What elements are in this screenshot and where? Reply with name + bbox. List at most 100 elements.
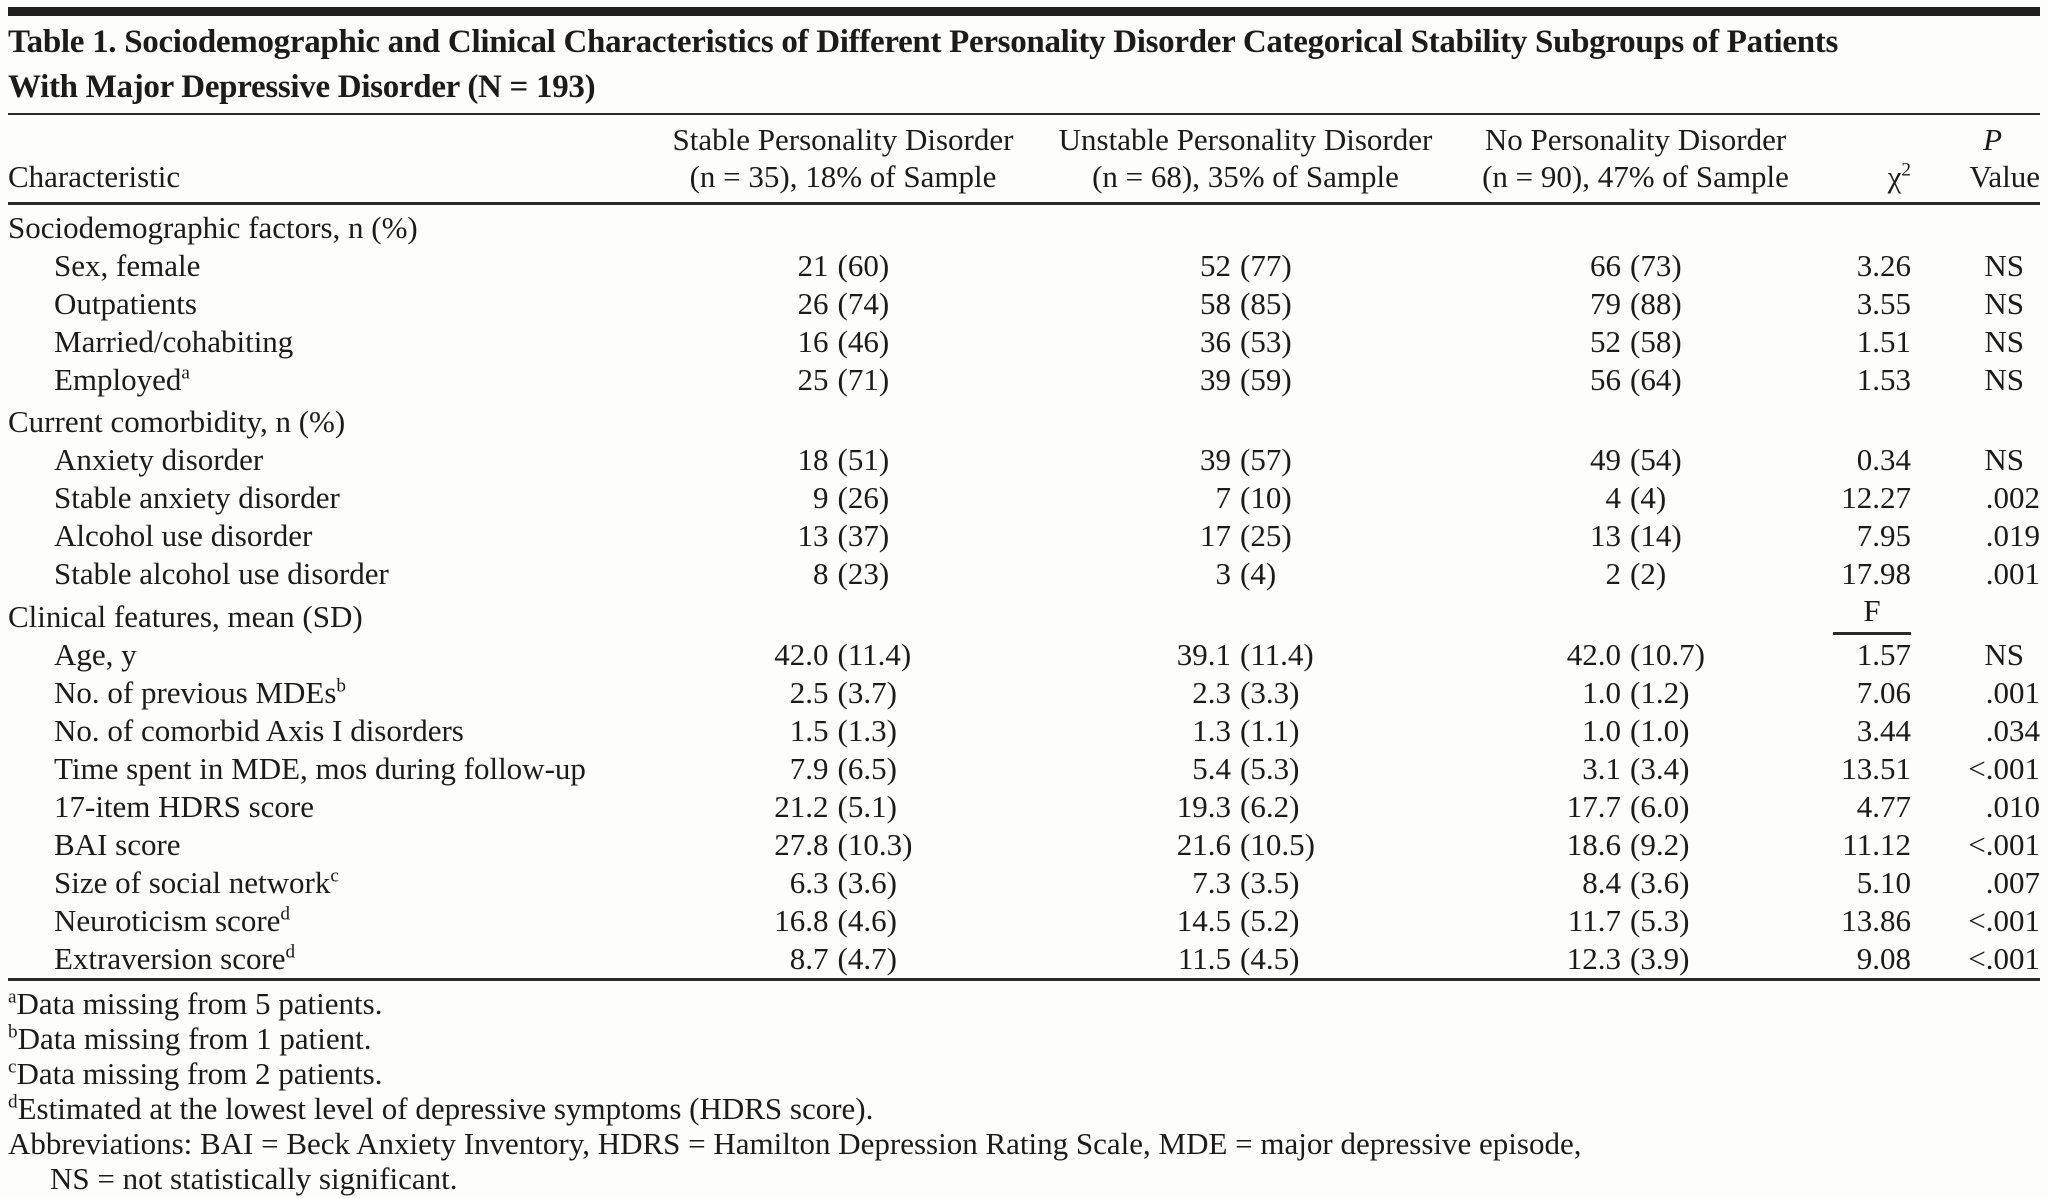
value-cell: 1.0 (1.0) — [1453, 712, 1818, 750]
column-header-characteristic: Characteristic — [8, 114, 648, 205]
value-percent: (10.7) — [1630, 637, 1705, 672]
empty-cell — [1038, 399, 1453, 441]
value-percent: (64) — [1630, 362, 1682, 397]
value-percent: (54) — [1630, 442, 1682, 477]
value-percent: (6.2) — [1240, 789, 1300, 824]
p-value-cell: NS — [1984, 442, 2024, 477]
value: 12.3 (3.9) — [1537, 941, 1734, 977]
value-number: 21.2 — [774, 789, 829, 824]
value-cell: 12.3 (3.9) — [1453, 940, 1818, 978]
stat-cell: 7.95 — [1856, 518, 1911, 553]
value-cell: 39.1 (11.4) — [1038, 636, 1453, 674]
value-cell: 17.7 (6.0) — [1453, 788, 1818, 826]
value-percent: (74) — [837, 286, 890, 321]
table-row: Extraversion scored 8.7 (4.7) 11.5 (4.5) 12.3… — [8, 940, 2040, 978]
table-header: Characteristic Stable Personality Disord… — [8, 114, 2040, 205]
abbreviations-line: Abbreviations: BAI = Beck Anxiety Invent… — [8, 1126, 2040, 1161]
value-cell: 66 (73) — [1453, 247, 1818, 285]
value-number: 27.8 — [774, 827, 829, 862]
stat-cell: 9.08 — [1856, 941, 1911, 976]
value-cell: 42.0 (11.4) — [648, 636, 1038, 674]
table-row: Age, y 42.0 (11.4) 39.1 (11.4) 42.0 (10.7) 1.57… — [8, 636, 2040, 674]
value: 2.3 (3.3) — [1147, 675, 1344, 711]
value-percent: (10.3) — [837, 827, 913, 862]
value: 6.3 (3.6) — [745, 865, 942, 901]
value-cell: 2 (2) — [1453, 555, 1818, 593]
stat-cell: 1.51 — [1856, 324, 1911, 359]
value: 8.4 (3.6) — [1537, 865, 1734, 901]
value: 11.7 (5.3) — [1537, 903, 1734, 939]
p-value-cell: .019 — [1985, 518, 2040, 553]
table-title: Table 1. Sociodemographic and Clinical C… — [8, 20, 2040, 110]
value-percent: (3.7) — [837, 675, 897, 710]
value: 7.9 (6.5) — [745, 751, 942, 787]
value-cell: 39 (59) — [1038, 361, 1453, 399]
value: 11.5 (4.5) — [1147, 941, 1344, 977]
value-number: 52 — [1200, 248, 1231, 283]
value-number: 12.3 — [1566, 941, 1621, 976]
empty-cell — [1453, 593, 1818, 636]
empty-cell — [1923, 399, 2040, 441]
value-percent: (4) — [1240, 556, 1277, 591]
value: 27.8 (10.3) — [745, 827, 942, 863]
value: 36 (53) — [1147, 324, 1344, 360]
value-percent: (77) — [1240, 248, 1292, 283]
value-number: 14.5 — [1176, 903, 1231, 938]
value-percent: (11.4) — [1240, 637, 1314, 672]
value: 3 (4) — [1147, 556, 1344, 592]
value-cell: 39 (57) — [1038, 441, 1453, 479]
value-number: 2.5 — [789, 675, 829, 710]
value-cell: 16 (46) — [648, 323, 1038, 361]
value-number: 7.9 — [789, 751, 829, 786]
column-header-chi-square: χ2 — [1818, 114, 1923, 205]
value: 7.3 (3.5) — [1147, 865, 1344, 901]
value-percent: (3.3) — [1240, 675, 1300, 710]
value-cell: 8.7 (4.7) — [648, 940, 1038, 978]
value: 17 (25) — [1147, 518, 1344, 554]
value-cell: 21 (60) — [648, 247, 1038, 285]
value: 17.7 (6.0) — [1537, 789, 1734, 825]
p-value-cell: NS — [1984, 324, 2024, 359]
stat-cell: 5.10 — [1856, 865, 1911, 900]
value-cell: 21.6 (10.5) — [1038, 826, 1453, 864]
value-percent: (51) — [837, 442, 890, 477]
table-body: Sociodemographic factors, n (%) Sex, fema… — [8, 204, 2040, 979]
value-number: 49 — [1590, 442, 1621, 477]
value-number: 79 — [1590, 286, 1621, 321]
value-number: 9 — [813, 480, 829, 515]
value-number: 8 — [813, 556, 829, 591]
value-number: 1.0 — [1582, 713, 1621, 748]
value-number: 52 — [1590, 324, 1621, 359]
f-statistic-header: F — [1833, 593, 1911, 635]
stat-cell: 11.12 — [1842, 827, 1911, 862]
p-value-cell: .007 — [1985, 865, 2040, 900]
value-percent: (9.2) — [1630, 827, 1690, 862]
characteristic-cell: Neuroticism scored — [54, 903, 291, 938]
stat-header-cell — [1818, 399, 1923, 441]
value-number: 39 — [1200, 442, 1231, 477]
value-percent: (11.4) — [837, 637, 912, 672]
value-cell: 26 (74) — [648, 285, 1038, 323]
footnote-marker: b — [8, 1021, 18, 1043]
header-row: Characteristic Stable Personality Disord… — [8, 114, 2040, 205]
stat-cell: 3.26 — [1856, 248, 1911, 283]
value-cell: 6.3 (3.6) — [648, 864, 1038, 902]
table-row: 17-item HDRS score 21.2 (5.1) 19.3 (6.2) 17.7… — [8, 788, 2040, 826]
stat-header-cell — [1818, 204, 1923, 248]
footnotes: aData missing from 5 patients. bData mis… — [8, 978, 2040, 1198]
column-header-line: (n = 68), 35% of Sample — [1092, 159, 1399, 194]
column-header-unstable-pd: Unstable Personality Disorder (n = 68), … — [1038, 114, 1453, 205]
value-cell: 7 (10) — [1038, 479, 1453, 517]
empty-cell — [1453, 204, 1818, 248]
value-number: 18 — [797, 442, 829, 477]
characteristic-cell: Time spent in MDE, mos during follow-up — [54, 751, 586, 786]
stat-cell: 7.06 — [1856, 675, 1911, 710]
value-percent: (4.5) — [1240, 941, 1300, 976]
value-percent: (60) — [837, 248, 890, 283]
value-percent: (58) — [1630, 324, 1682, 359]
value-cell: 1.3 (1.1) — [1038, 712, 1453, 750]
table-row: Size of social networkc 6.3 (3.6) 7.3 (3.5) 8… — [8, 864, 2040, 902]
characteristic-cell: No. of comorbid Axis I disorders — [54, 713, 464, 748]
p-value-cell: <.001 — [1968, 903, 2040, 938]
value-number: 17.7 — [1566, 789, 1621, 824]
